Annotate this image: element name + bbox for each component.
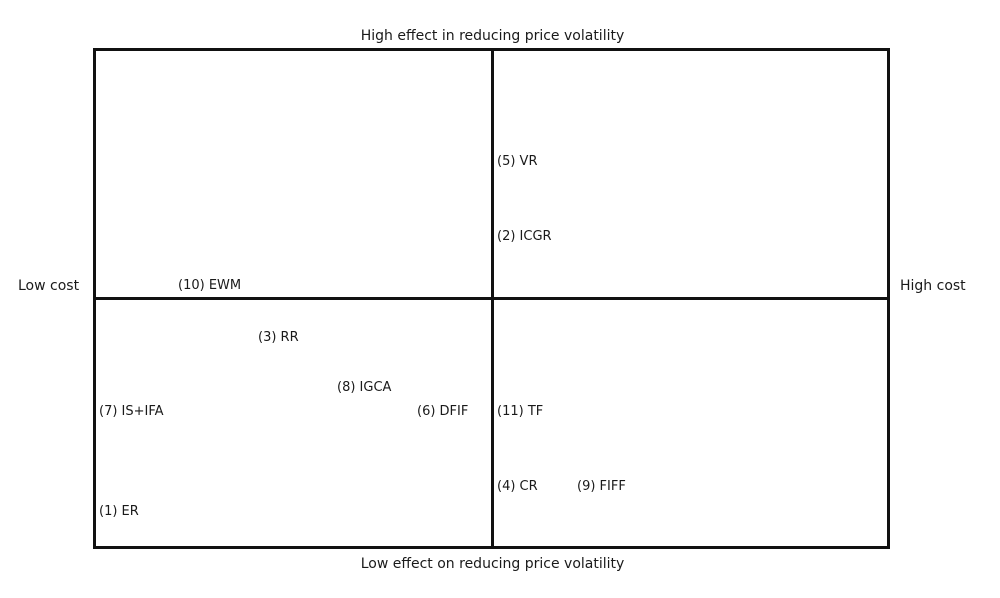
item-ewm: (10) EWM bbox=[178, 278, 242, 293]
top-axis-label: High effect in reducing price volatility bbox=[360, 28, 625, 44]
item-igca: (8) IGCA bbox=[337, 380, 392, 395]
left-axis-label: Low cost bbox=[18, 278, 80, 294]
item-er: (1) ER bbox=[99, 504, 139, 519]
item-is-ifa: (7) IS+IFA bbox=[99, 404, 164, 419]
item-rr: (3) RR bbox=[258, 330, 299, 345]
right-axis-label: High cost bbox=[900, 278, 966, 294]
horizontal-divider bbox=[93, 297, 890, 300]
item-icgr: (2) ICGR bbox=[497, 229, 552, 244]
item-vr: (5) VR bbox=[497, 154, 538, 169]
item-fiff: (9) FIFF bbox=[577, 479, 626, 494]
bottom-axis-label: Low effect on reducing price volatility bbox=[360, 556, 625, 572]
item-tf: (11) TF bbox=[497, 404, 544, 419]
item-cr: (4) CR bbox=[497, 479, 538, 494]
item-dfif: (6) DFIF bbox=[417, 404, 469, 419]
